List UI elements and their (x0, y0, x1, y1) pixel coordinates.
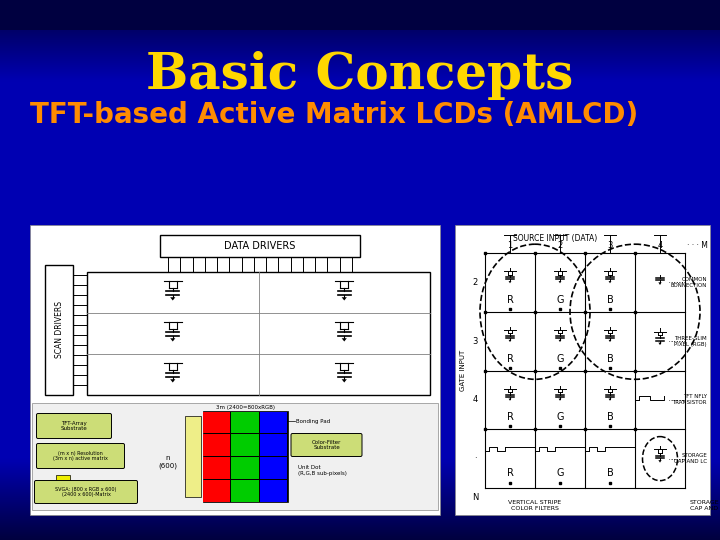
Polygon shape (508, 281, 511, 284)
Text: Color-Filter
Substrate: Color-Filter Substrate (312, 440, 341, 450)
Polygon shape (608, 399, 611, 401)
Bar (203, 480, 230, 502)
Bar (45, 265, 73, 395)
Text: G: G (557, 413, 564, 422)
Text: THREE-SLIM
PIXEL (RGB): THREE-SLIM PIXEL (RGB) (675, 336, 707, 347)
Text: B: B (607, 295, 613, 305)
Bar (56, 475, 70, 493)
Bar (260, 480, 287, 502)
Polygon shape (559, 281, 562, 284)
Bar (184, 416, 200, 497)
Text: 2: 2 (557, 240, 562, 249)
Text: 3: 3 (472, 336, 477, 346)
Bar (260, 457, 287, 479)
Bar (87, 272, 430, 395)
Text: R: R (507, 354, 513, 364)
FancyBboxPatch shape (35, 481, 138, 503)
Text: B: B (607, 468, 613, 478)
Bar (30, 225, 440, 515)
Text: DATA DRIVERS: DATA DRIVERS (225, 241, 296, 251)
Polygon shape (508, 399, 511, 401)
Polygon shape (342, 297, 347, 300)
Polygon shape (170, 297, 176, 300)
Text: Basic Concepts: Basic Concepts (146, 51, 574, 99)
Text: · · · M: · · · M (687, 240, 708, 249)
Text: 3m (2400=800xRGB): 3m (2400=800xRGB) (215, 404, 274, 409)
Polygon shape (608, 281, 611, 284)
Text: COMMON
BONNECTION: COMMON BONNECTION (670, 277, 707, 288)
FancyBboxPatch shape (291, 434, 362, 456)
Polygon shape (342, 338, 347, 341)
Bar (231, 457, 258, 479)
Polygon shape (608, 340, 611, 342)
Text: N: N (472, 494, 478, 503)
Text: VERTICAL STRIPE
COLOR FILTERS: VERTICAL STRIPE COLOR FILTERS (508, 500, 562, 511)
Bar (203, 457, 230, 479)
Bar (260, 434, 287, 456)
Text: TFT-Array
Substrate: TFT-Array Substrate (60, 421, 87, 431)
Text: B: B (607, 413, 613, 422)
Text: B: B (607, 354, 613, 364)
Polygon shape (559, 399, 562, 401)
Text: G: G (557, 295, 564, 305)
Text: R: R (507, 468, 513, 478)
Polygon shape (508, 340, 511, 342)
Bar (203, 434, 230, 456)
Text: R: R (507, 295, 513, 305)
Text: SCAN DRIVERS: SCAN DRIVERS (55, 301, 63, 359)
Text: GATE INPUT: GATE INPUT (460, 350, 466, 391)
FancyBboxPatch shape (37, 443, 125, 469)
Text: SVGA: (800 x RGB x 600)
(2400 x 600)-Matrix: SVGA: (800 x RGB x 600) (2400 x 600)-Mat… (55, 487, 117, 497)
Polygon shape (658, 282, 662, 285)
Bar (231, 480, 258, 502)
Text: 4: 4 (472, 395, 477, 404)
Text: Bonding Pad: Bonding Pad (295, 418, 330, 423)
Bar (0, 0, 720, 30)
Text: 3: 3 (607, 240, 613, 249)
Polygon shape (559, 340, 562, 342)
Text: (m x n) Resolution
(3m x n) active matrix: (m x n) Resolution (3m x n) active matri… (53, 450, 107, 461)
FancyBboxPatch shape (37, 414, 112, 438)
Bar (260, 411, 287, 433)
Bar (455, 225, 710, 515)
Text: n
(600): n (600) (158, 455, 177, 469)
Bar (202, 411, 287, 502)
Polygon shape (658, 342, 662, 345)
Polygon shape (170, 379, 176, 382)
Text: G: G (557, 354, 564, 364)
Text: ·: · (474, 454, 477, 463)
Text: TFT-based Active Matrix LCDs (AMLCD): TFT-based Active Matrix LCDs (AMLCD) (30, 101, 638, 129)
Polygon shape (658, 460, 662, 463)
Text: 4: 4 (657, 240, 662, 249)
Text: SOURCE INPUT (DATA): SOURCE INPUT (DATA) (513, 234, 597, 244)
Bar (231, 434, 258, 456)
Bar (231, 411, 258, 433)
Text: STORAGE
CAP AND LC: STORAGE CAP AND LC (674, 453, 707, 464)
Text: STORAGE
CAP AND LC: STORAGE CAP AND LC (690, 500, 720, 511)
Text: TFT NFLY
TRANSISTOR: TFT NFLY TRANSISTOR (672, 395, 707, 406)
Text: Unit Dot
(R,G,B sub-pixels): Unit Dot (R,G,B sub-pixels) (297, 465, 346, 476)
Text: R: R (507, 413, 513, 422)
Text: G: G (557, 468, 564, 478)
Polygon shape (342, 379, 347, 382)
Bar (160, 235, 360, 257)
Bar (32, 403, 438, 510)
Polygon shape (170, 338, 176, 341)
Bar (203, 411, 230, 433)
Text: 1: 1 (508, 240, 513, 249)
Text: 2: 2 (472, 278, 477, 287)
